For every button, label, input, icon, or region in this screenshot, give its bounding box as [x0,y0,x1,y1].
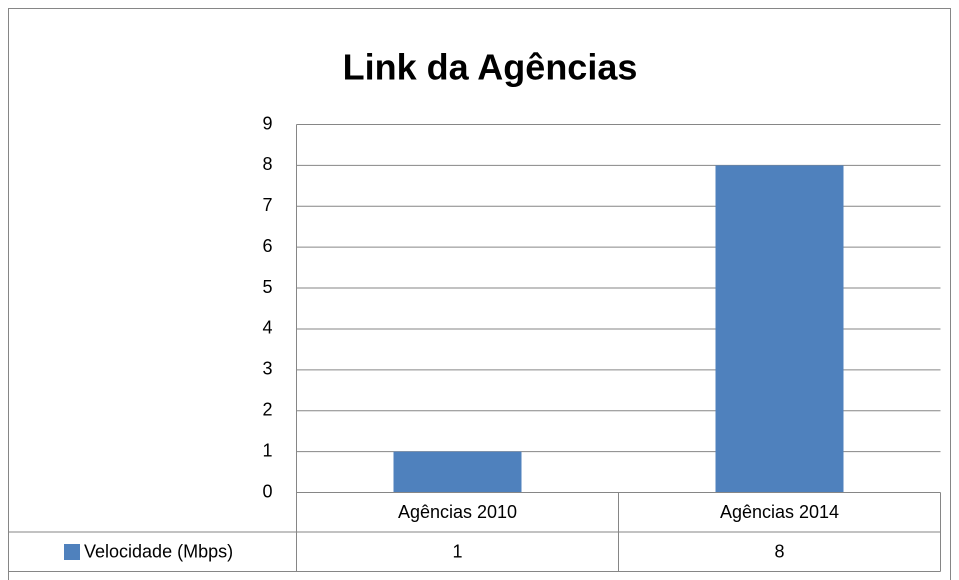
y-tick-label: 7 [262,195,272,215]
x-tick-label: Agências 2010 [398,502,517,522]
y-tick-label: 2 [262,399,272,419]
y-tick-label: 0 [262,481,272,501]
table-value: 1 [452,542,462,562]
y-tick-label: 6 [262,236,272,256]
y-tick-label: 9 [262,113,272,133]
y-tick-label: 8 [262,154,272,174]
x-tick-label: Agências 2014 [720,502,839,522]
legend-key [64,544,80,560]
y-tick-label: 5 [262,277,272,297]
chart-title: Link da Agências [343,47,638,88]
table-value: 8 [774,542,784,562]
bar [715,165,844,493]
y-tick-label: 1 [262,440,272,460]
y-tick-label: 3 [262,359,272,379]
bar [393,451,522,493]
y-tick-label: 4 [262,318,272,338]
legend-label: Velocidade (Mbps) [84,542,233,562]
